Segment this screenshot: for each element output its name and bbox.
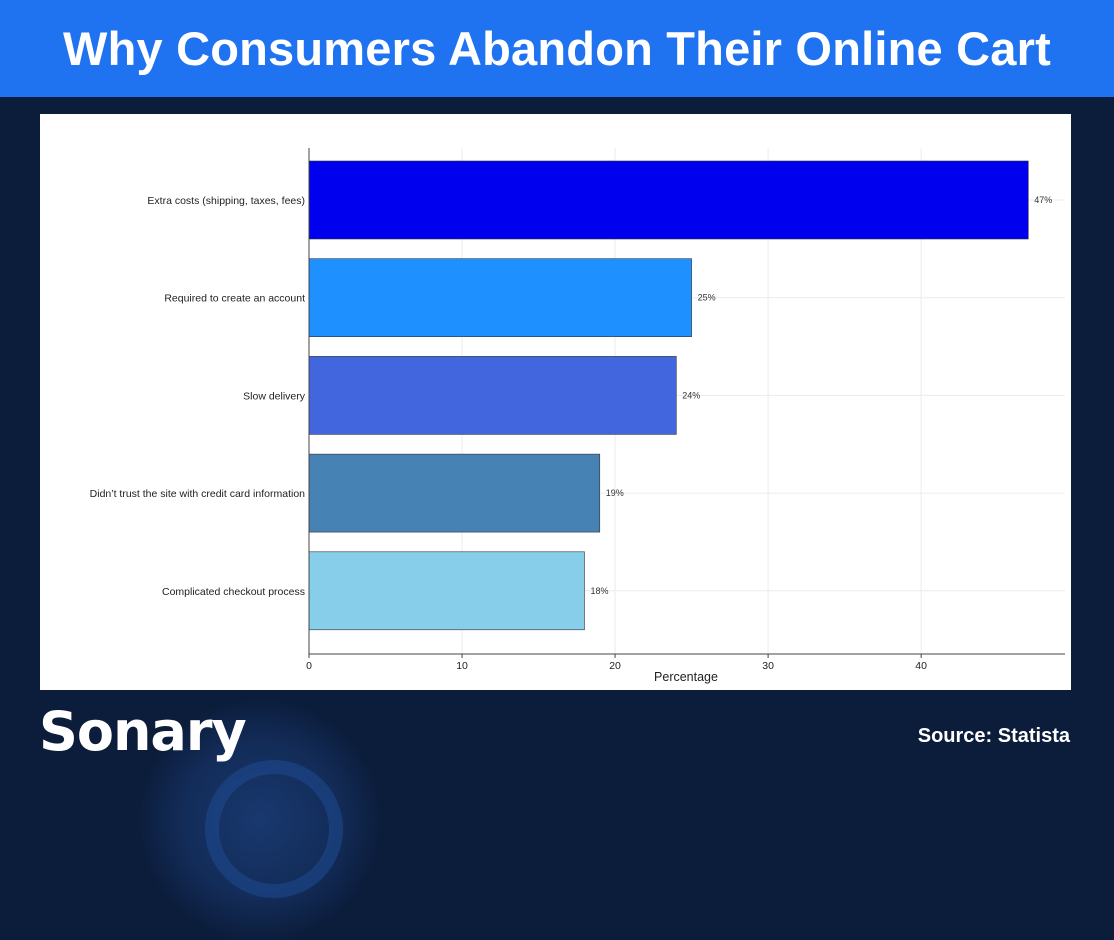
x-tick-label-4: 40 xyxy=(915,660,927,672)
labels: Extra costs (shipping, taxes, fees) 47% Re… xyxy=(90,195,1053,598)
value-label-1: 25% xyxy=(698,293,716,303)
title-banner: Why Consumers Abandon Their Online Cart xyxy=(0,0,1114,97)
bar-0 xyxy=(308,160,1029,240)
axes: 0 10 20 30 40 xyxy=(306,148,1065,672)
category-label-1: Required to create an account xyxy=(164,293,305,305)
source-label: Source: Statista xyxy=(917,725,1070,747)
background-ring-decoration xyxy=(205,760,343,898)
bar-4 xyxy=(308,551,585,631)
category-label-4: Complicated checkout process xyxy=(162,586,305,598)
x-tick-label-2: 20 xyxy=(609,660,621,672)
value-label-0: 47% xyxy=(1034,195,1052,205)
value-label-4: 18% xyxy=(590,586,608,596)
chart-card: 0 10 20 30 40 Extra costs (shipping, taxes, … xyxy=(40,114,1071,690)
sonary-logo: Sonary xyxy=(39,700,247,763)
bar-chart: 0 10 20 30 40 Extra costs (shipping, taxes, … xyxy=(90,148,1065,684)
bar-1 xyxy=(308,258,692,337)
page-title: Why Consumers Abandon Their Online Cart xyxy=(63,22,1051,75)
value-label-2: 24% xyxy=(682,390,700,400)
x-tick-label-0: 0 xyxy=(306,660,312,672)
x-tick-label-1: 10 xyxy=(456,660,468,672)
category-label-3: Didn’t trust the site with credit card i… xyxy=(90,488,305,500)
bars xyxy=(308,160,1029,631)
bar-2 xyxy=(308,356,677,435)
x-axis-title: Percentage xyxy=(654,670,718,684)
x-tick-label-3: 30 xyxy=(762,660,774,672)
value-label-3: 19% xyxy=(606,488,624,498)
category-label-0: Extra costs (shipping, taxes, fees) xyxy=(147,195,305,207)
category-label-2: Slow delivery xyxy=(243,390,306,402)
bar-3 xyxy=(308,453,601,533)
